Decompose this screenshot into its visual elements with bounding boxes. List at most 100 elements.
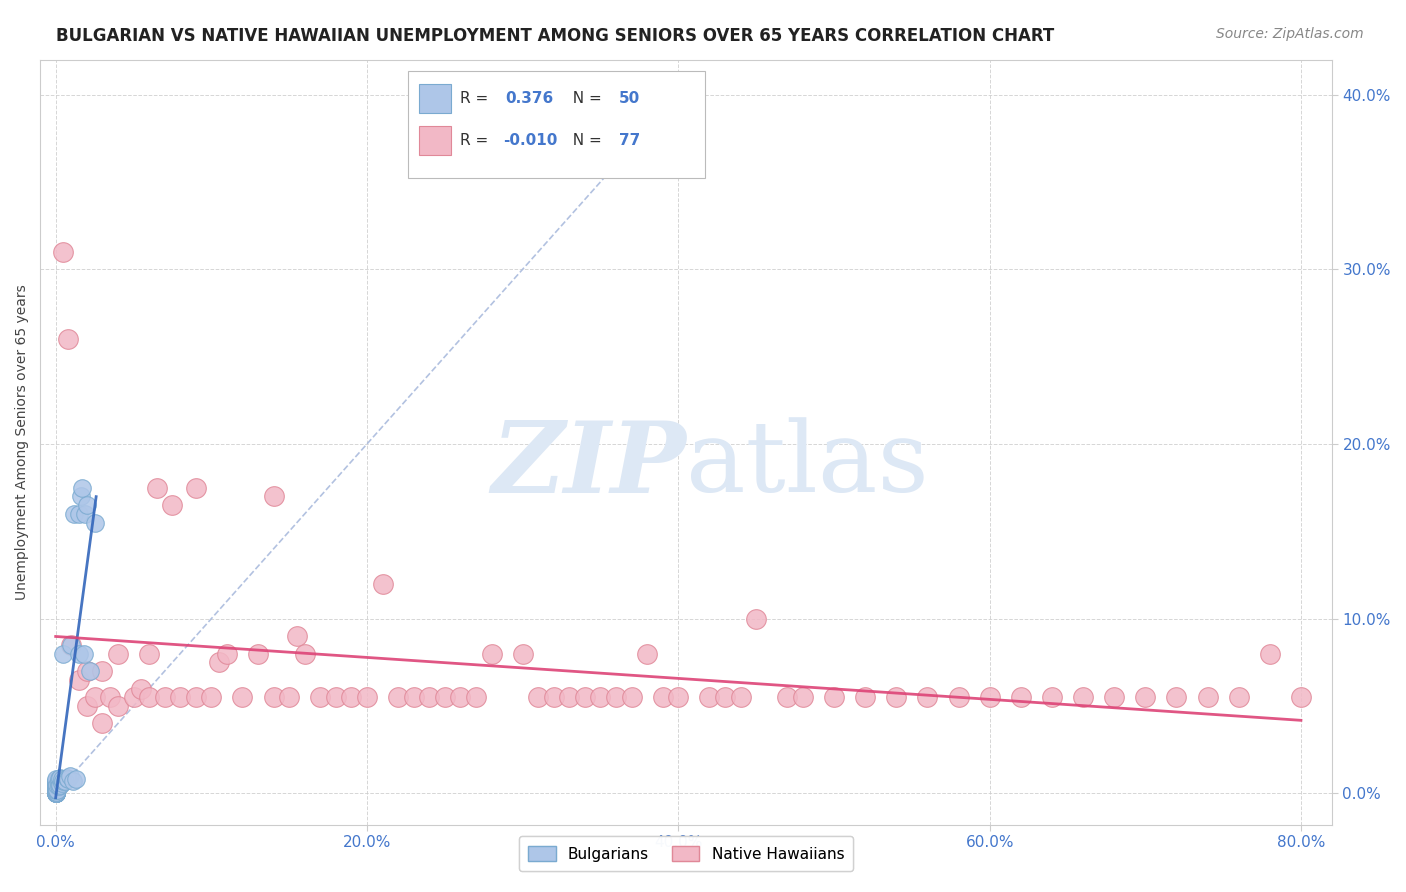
Point (51, 776, 73, 790)
Point (60, 638, 83, 652)
Point (1227, 690, 1250, 705)
Point (465, 690, 488, 705)
Point (52, 647, 75, 661)
Point (76, 699, 98, 714)
Point (699, 690, 721, 705)
Point (45, 786, 67, 800)
Point (45, 786, 67, 800)
Bar (419, 126, 451, 155)
Point (138, 647, 160, 661)
Point (1071, 690, 1094, 705)
Point (56, 332, 79, 346)
Point (162, 498, 184, 512)
Point (512, 647, 534, 661)
Point (1040, 690, 1063, 705)
Text: R =: R = (460, 91, 498, 106)
Text: 50: 50 (619, 91, 640, 106)
Point (70, 481, 93, 495)
Point (45, 786, 67, 800)
Point (45, 772, 67, 787)
Point (63, 507, 86, 521)
Point (184, 481, 207, 495)
Text: -0.010: -0.010 (502, 133, 557, 148)
Legend: Bulgarians, Native Hawaiians: Bulgarians, Native Hawaiians (519, 837, 853, 871)
Point (433, 690, 456, 705)
Point (67, 507, 90, 521)
Point (169, 690, 191, 705)
Point (481, 647, 503, 661)
Point (730, 690, 752, 705)
Point (45, 786, 67, 800)
Point (1258, 647, 1281, 661)
Point (122, 690, 145, 705)
Text: Source: ZipAtlas.com: Source: ZipAtlas.com (1216, 27, 1364, 41)
Point (651, 690, 673, 705)
Point (98, 690, 121, 705)
Point (371, 576, 394, 591)
Point (45, 783, 67, 797)
Point (49, 778, 72, 792)
Point (1135, 690, 1157, 705)
Point (558, 690, 581, 705)
Point (48, 780, 70, 794)
Point (107, 647, 129, 661)
Point (714, 690, 737, 705)
Point (1289, 690, 1312, 705)
Point (605, 690, 627, 705)
Point (823, 690, 845, 705)
Point (215, 647, 238, 661)
Point (574, 690, 596, 705)
Point (62, 774, 84, 789)
Text: 0.376: 0.376 (505, 91, 554, 106)
Point (45, 774, 67, 789)
Point (45, 778, 67, 792)
Point (948, 690, 970, 705)
Text: R =: R = (460, 133, 494, 148)
Point (76, 664, 98, 678)
Point (49, 771, 72, 785)
Point (45, 784, 67, 798)
Point (60, 638, 83, 652)
Point (745, 612, 768, 626)
Point (67, 647, 90, 661)
Point (45, 774, 67, 789)
Point (200, 690, 222, 705)
Point (76, 498, 98, 512)
Point (278, 690, 301, 705)
Point (1197, 690, 1219, 705)
Point (53, 774, 76, 789)
Point (402, 690, 425, 705)
Point (636, 647, 658, 661)
Point (45, 781, 67, 796)
Point (83, 516, 105, 530)
Point (83, 690, 105, 705)
Point (45, 786, 67, 800)
Text: N =: N = (564, 133, 607, 148)
Point (46, 778, 69, 792)
Point (294, 647, 316, 661)
Point (52, 244, 75, 259)
Point (48, 776, 70, 790)
Point (45, 783, 67, 797)
Bar (419, 84, 451, 113)
Point (69, 489, 91, 503)
Point (91, 716, 114, 731)
Point (45, 778, 67, 792)
Point (527, 690, 550, 705)
Point (46, 783, 69, 797)
Point (917, 690, 939, 705)
Point (138, 690, 160, 705)
Point (418, 690, 440, 705)
Text: BULGARIAN VS NATIVE HAWAIIAN UNEMPLOYMENT AMONG SENIORS OVER 65 YEARS CORRELATIO: BULGARIAN VS NATIVE HAWAIIAN UNEMPLOYMEN… (56, 27, 1054, 45)
Point (107, 699, 129, 714)
Point (91, 664, 114, 678)
Point (45, 786, 67, 800)
Point (340, 690, 363, 705)
Point (51, 772, 73, 787)
Point (792, 690, 814, 705)
Point (45, 786, 67, 800)
Point (449, 690, 471, 705)
Point (73, 647, 96, 661)
Point (620, 690, 643, 705)
Point (208, 656, 231, 670)
